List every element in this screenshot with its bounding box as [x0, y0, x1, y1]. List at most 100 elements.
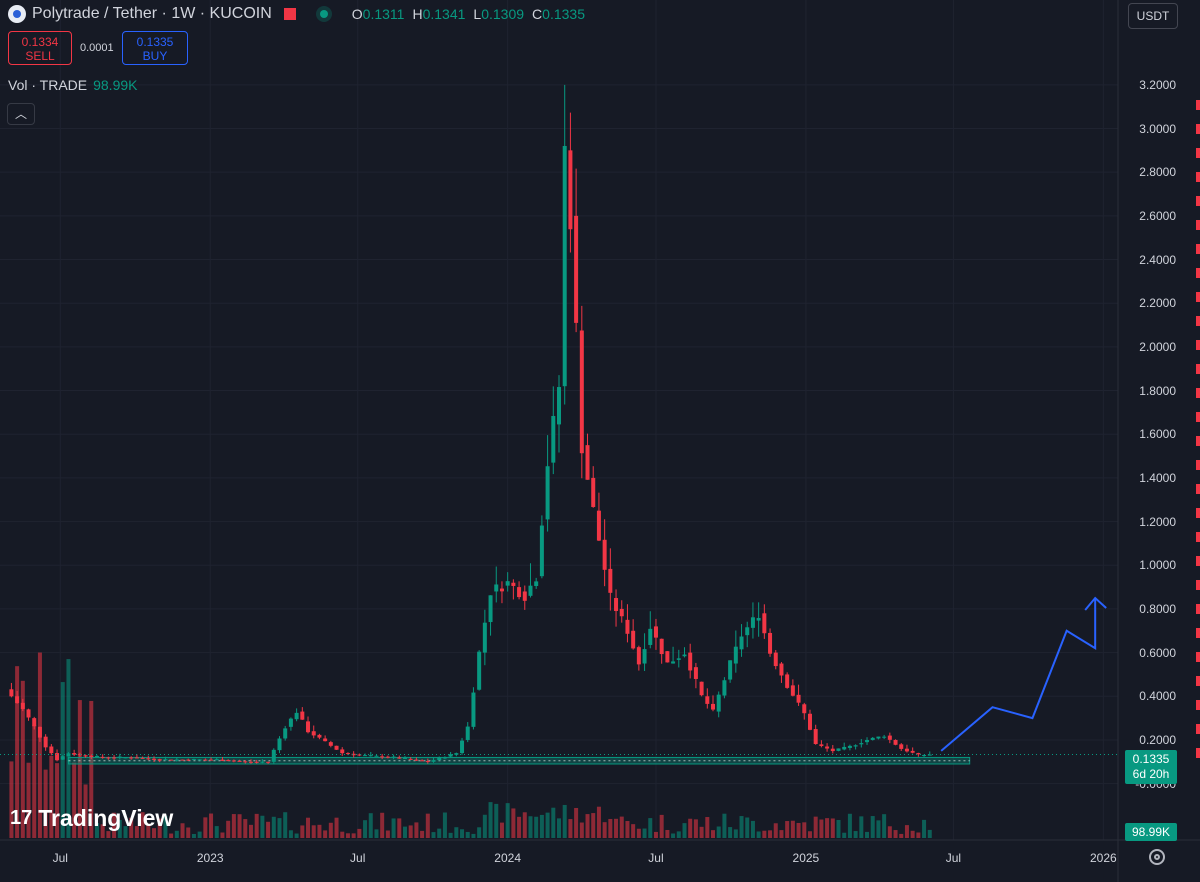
right-edge-marker — [1196, 652, 1200, 662]
volume-bar — [557, 818, 561, 838]
volume-bar — [608, 818, 613, 838]
candle-body — [574, 215, 579, 323]
volume-legend-label: Vol · TRADE — [8, 77, 88, 93]
candle-body — [825, 746, 830, 749]
last-price-tag: 0.1335 6d 20h — [1125, 750, 1177, 784]
volume-bar — [345, 833, 350, 838]
right-edge-marker — [1196, 244, 1200, 254]
candle-body — [345, 753, 350, 755]
right-edge-marker — [1196, 172, 1200, 182]
volume-bar — [203, 817, 208, 838]
volume-bar — [89, 700, 94, 838]
candle-body — [522, 591, 527, 601]
volume-bar — [254, 813, 259, 838]
volume-bar — [465, 831, 470, 838]
candle-body — [768, 632, 773, 654]
currency-selector[interactable]: USDT — [1128, 3, 1178, 29]
tradingview-logo-icon: 17 — [10, 807, 33, 829]
candle-body — [20, 702, 25, 709]
candle-body — [916, 753, 921, 755]
projection-path — [940, 598, 1097, 752]
volume-bar — [460, 829, 465, 838]
buy-button[interactable]: 0.1335 BUY — [122, 31, 188, 65]
candle-body — [750, 617, 755, 628]
candle-body — [174, 759, 179, 761]
market-status-dot-icon[interactable] — [319, 10, 328, 18]
right-edge-marker — [1196, 268, 1200, 278]
candle-body — [545, 466, 550, 520]
candle-body — [77, 754, 82, 756]
volume-bar — [539, 814, 544, 838]
candle-body — [260, 761, 265, 763]
volume-bar — [910, 830, 915, 838]
right-edge-marker — [1196, 748, 1200, 758]
tradingview-logo[interactable]: 17 TradingView — [10, 805, 173, 832]
volume-bar — [134, 826, 139, 838]
volume-bar — [243, 819, 248, 838]
right-edge-marker — [1196, 724, 1200, 734]
volume-bar — [266, 821, 271, 838]
volume-bar — [705, 817, 710, 838]
volume-bar — [585, 814, 590, 838]
volume-bar — [676, 831, 681, 838]
volume-legend[interactable]: Vol · TRADE 98.99K — [8, 77, 137, 93]
sell-button[interactable]: 0.1334 SELL — [8, 31, 72, 65]
candle-body — [488, 595, 493, 623]
right-edge-marker — [1196, 220, 1200, 230]
candle-body — [328, 742, 333, 746]
volume-bar — [311, 825, 316, 838]
collapse-legend-button[interactable]: ︿ — [7, 103, 35, 125]
volume-bar — [226, 820, 231, 838]
candle-body — [288, 718, 293, 727]
symbol-title[interactable]: Polytrade / Tether · 1W · KUCOIN — [32, 5, 272, 22]
candle-body — [671, 661, 676, 664]
right-edge-markers — [1196, 100, 1200, 758]
candle-body — [226, 760, 231, 762]
candle-body — [220, 759, 225, 761]
volume-bar — [420, 830, 425, 838]
volume-bar — [231, 814, 236, 838]
candle-body — [340, 749, 345, 754]
volume-bar — [425, 813, 430, 838]
volume-bar — [414, 822, 419, 838]
candle-body — [243, 761, 248, 763]
volume-bar — [328, 822, 333, 838]
ohlc-high-label: H — [412, 6, 423, 22]
volume-bar — [574, 807, 579, 838]
ohlc-low-value: 0.1309 — [481, 6, 525, 22]
volume-bar — [802, 822, 807, 838]
volume-bar — [790, 820, 795, 838]
volume-bar — [374, 829, 379, 838]
candle-body — [448, 754, 453, 757]
volume-bar — [157, 818, 162, 838]
volume-bar — [482, 814, 487, 838]
volume-bar — [442, 812, 447, 838]
volume-bar — [237, 814, 242, 838]
volume-bar — [9, 761, 14, 838]
volume-bar — [83, 784, 88, 838]
candle-body — [653, 626, 658, 638]
candle-body — [397, 757, 402, 759]
volume-bar — [317, 824, 322, 838]
price-axis-label: 2.6000 — [1139, 208, 1176, 223]
gear-icon[interactable] — [1149, 849, 1165, 865]
volume-legend-value: 98.99K — [93, 77, 138, 93]
candle-body — [186, 759, 191, 761]
volume-bar — [100, 824, 105, 838]
candle-body — [648, 628, 653, 645]
candle-body — [311, 731, 316, 736]
candle-body — [642, 649, 647, 664]
flag-icon[interactable] — [283, 8, 296, 20]
candle-body — [745, 627, 750, 636]
candle-body — [551, 415, 556, 463]
volume-bar — [471, 833, 476, 838]
candle-body — [842, 746, 847, 750]
candle-body — [625, 619, 630, 634]
volume-bar — [174, 830, 179, 838]
volume-bar — [528, 816, 533, 838]
volume-bar — [334, 817, 339, 838]
candle-body — [882, 736, 887, 738]
candle-body — [157, 759, 162, 761]
